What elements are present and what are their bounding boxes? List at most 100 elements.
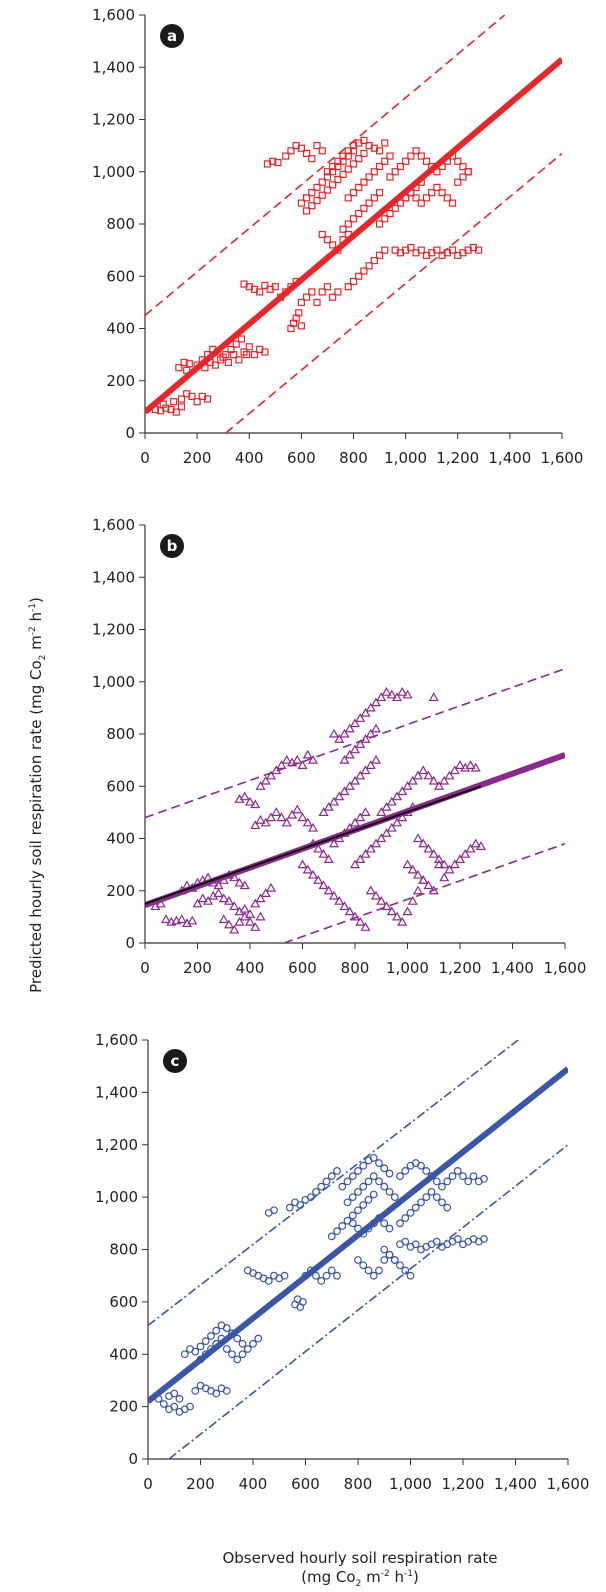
panel-c-data-point bbox=[333, 1227, 341, 1236]
panel-a-data-point bbox=[170, 398, 178, 406]
panel-b-data-point bbox=[391, 911, 403, 921]
panel-c-fit-line bbox=[148, 1066, 568, 1404]
panel-b-plot-area bbox=[145, 667, 565, 943]
panel-b-data-point bbox=[423, 770, 434, 780]
panel-b-data-point bbox=[376, 833, 387, 843]
panel-c-label-badge bbox=[163, 1049, 187, 1073]
x-axis-title-line2-c: h bbox=[390, 1568, 404, 1586]
panel-a-data-point bbox=[323, 236, 332, 244]
panel-b-data-point bbox=[407, 775, 418, 785]
panel-b-data-point bbox=[302, 817, 313, 827]
panel-a-data-point bbox=[323, 283, 332, 291]
panel-c-data-point bbox=[317, 1277, 326, 1285]
panel-a-data-point bbox=[224, 358, 232, 367]
y-axis-title: Predicted hourly soil respiration rate (… bbox=[27, 597, 48, 993]
panel-c-data-point bbox=[191, 1387, 200, 1395]
panel-a-data-point bbox=[261, 281, 269, 289]
panel-b-data-point bbox=[355, 916, 366, 926]
panel-a-data-point bbox=[433, 183, 441, 192]
panel-a-data-point bbox=[318, 230, 326, 239]
panel-a-data-point bbox=[193, 398, 201, 406]
panel-b-data-point bbox=[255, 815, 266, 824]
panel-b-data-point bbox=[323, 854, 334, 864]
panel-a-data-point bbox=[422, 194, 431, 202]
panel-b-data-point bbox=[297, 859, 308, 869]
y-axis-title-sup2: -1 bbox=[28, 603, 38, 612]
panel-b-data-point bbox=[444, 864, 455, 874]
panel-c-data-point bbox=[249, 1339, 257, 1348]
panel-b-data-point bbox=[223, 895, 235, 905]
panel-b-data-point bbox=[271, 765, 282, 775]
panel-a-data-point bbox=[396, 199, 405, 207]
panel-c-x-tick-label: 800 bbox=[344, 1475, 373, 1493]
panel-a-data-point bbox=[370, 168, 378, 176]
panel-a-data-point bbox=[313, 298, 321, 306]
panel-a-data-point bbox=[177, 395, 186, 403]
panel-c-data-point bbox=[369, 1190, 378, 1199]
panel-b-data-point bbox=[260, 888, 271, 897]
panel-b-data-point bbox=[250, 799, 261, 809]
panel-b-data-point bbox=[229, 872, 240, 882]
panel-b-x-tick-label: 1,600 bbox=[544, 959, 587, 977]
panel-a-data-point bbox=[344, 194, 352, 202]
panel-c-data-point bbox=[222, 1345, 231, 1353]
panel-b-data-point bbox=[386, 796, 397, 806]
panel-a-data-point bbox=[407, 243, 415, 252]
panel-b-data-point bbox=[339, 728, 350, 738]
panel-b-data-point bbox=[412, 833, 424, 843]
panel-b-data-point bbox=[355, 812, 366, 822]
panel-a-data-point bbox=[271, 283, 279, 291]
panel-a-data-point bbox=[370, 256, 378, 265]
panel-c-data-point bbox=[438, 1198, 446, 1207]
panel-a-data-point bbox=[386, 173, 394, 181]
panel-c-data-point bbox=[401, 1266, 410, 1275]
panel-b-data-point bbox=[465, 843, 476, 853]
panel-b-data-point bbox=[386, 906, 397, 916]
panel-b-data-point bbox=[402, 689, 413, 699]
panel-b-data-point bbox=[402, 906, 413, 916]
panel-b-data-point bbox=[454, 854, 466, 864]
panel-a-data-point bbox=[188, 392, 196, 401]
x-axis-title-line1: Observed hourly soil respiration rate bbox=[222, 1549, 497, 1567]
panel-c-data-point bbox=[348, 1172, 357, 1181]
panel-c-data-point bbox=[201, 1337, 210, 1346]
panel-b-upper-bound-line bbox=[145, 667, 565, 819]
panel-b-data-point bbox=[202, 895, 214, 905]
panel-b-data-point bbox=[428, 885, 439, 895]
panel-a-data-point bbox=[381, 215, 389, 223]
panel-a-data-point bbox=[360, 267, 368, 275]
panel-a-data-point bbox=[360, 204, 368, 212]
panel-b-data-point bbox=[433, 859, 445, 869]
panel-b-data-point bbox=[386, 689, 397, 699]
y-axis-title-main: Predicted hourly soil respiration rate (… bbox=[27, 660, 45, 993]
panel-a-data-point bbox=[417, 152, 425, 160]
panel-b: 0 200 400 600 800 1,000 1,200 1,400 1,600 0 200 400… bbox=[92, 516, 586, 977]
panel-c-data-point bbox=[170, 1389, 179, 1398]
panel-c-data-point bbox=[359, 1261, 368, 1270]
panel-a-data-point bbox=[177, 403, 186, 411]
panel-b-data-point bbox=[323, 801, 334, 811]
panel-c-data-point bbox=[396, 1261, 404, 1270]
panel-b-y-tick-label: 400 bbox=[106, 830, 135, 848]
panel-c-data-point bbox=[369, 1271, 378, 1280]
y-axis-title-mid2: h bbox=[27, 612, 45, 626]
panel-b-data-point bbox=[276, 812, 287, 822]
panel-a-data-point bbox=[422, 157, 431, 165]
panel-b-inner-fit-line bbox=[145, 785, 482, 905]
panel-a-data-point bbox=[349, 147, 358, 155]
panel-a-data-point bbox=[297, 322, 305, 330]
panel-a-x-tick-label: 1,400 bbox=[488, 449, 531, 467]
panel-a-data-point bbox=[175, 364, 183, 372]
panel-a-data-point bbox=[355, 272, 363, 280]
panel-c-lower-bound-line bbox=[168, 1144, 568, 1459]
panel-c-x-tick-label: 0 bbox=[143, 1475, 153, 1493]
panel-b-data-point bbox=[292, 754, 303, 764]
panel-c-x-tick-label: 1,000 bbox=[389, 1475, 432, 1493]
panel-b-data-point bbox=[302, 864, 313, 874]
panel-b-data-point bbox=[360, 922, 371, 931]
panel-a-y-tick-label: 800 bbox=[106, 215, 135, 233]
panel-b-data-point bbox=[465, 760, 476, 769]
panel-b-data-point bbox=[397, 916, 408, 926]
panel-b-data-point bbox=[381, 828, 392, 837]
panel-b-data-point bbox=[449, 765, 460, 775]
